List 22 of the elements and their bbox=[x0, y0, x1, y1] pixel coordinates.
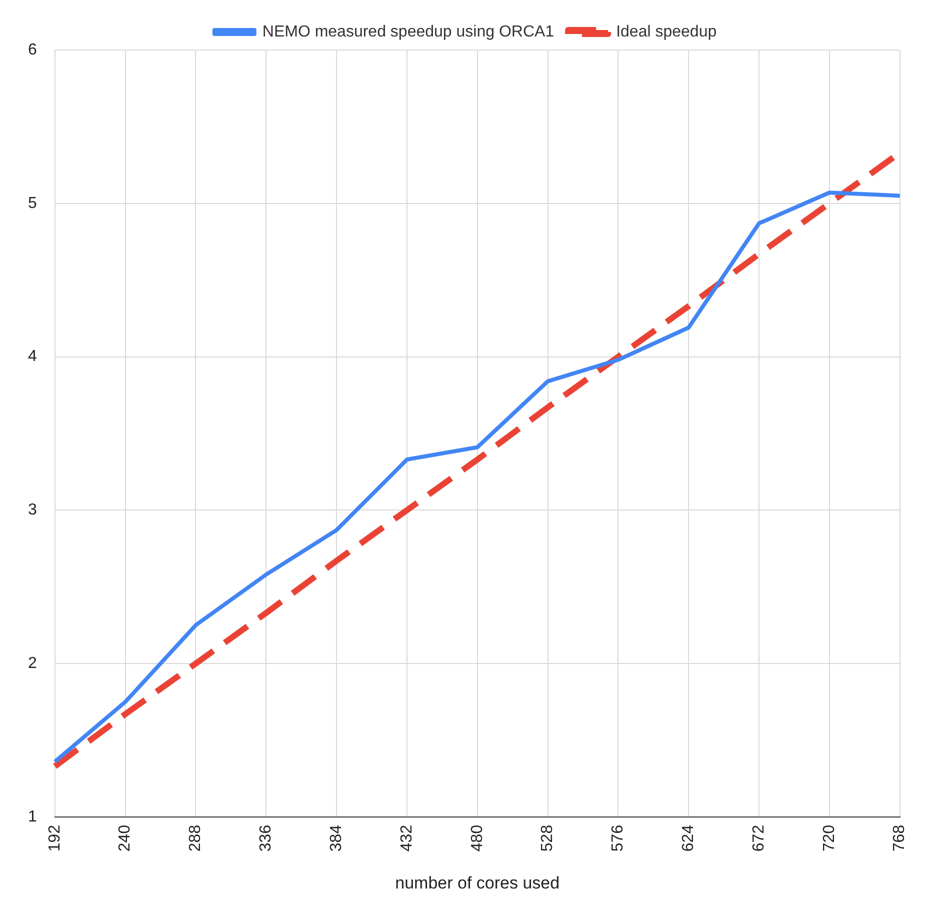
x-tick-label: 288 bbox=[187, 824, 204, 852]
y-tick-label: 5 bbox=[28, 194, 37, 212]
x-tick-label: 768 bbox=[891, 824, 908, 852]
y-tick-label: 3 bbox=[28, 502, 37, 519]
x-tick-label: 528 bbox=[539, 824, 556, 852]
x-tick-label: 336 bbox=[258, 824, 275, 852]
legend-label: NEMO measured speedup using ORCA1 bbox=[262, 23, 554, 40]
x-tick-label: 432 bbox=[398, 824, 416, 852]
x-tick-label: 192 bbox=[46, 824, 64, 852]
x-tick-label: 480 bbox=[468, 824, 486, 852]
legend-label: Ideal speedup bbox=[616, 23, 717, 40]
x-tick-label: 384 bbox=[328, 824, 345, 852]
x-tick-label: 720 bbox=[820, 824, 838, 852]
x-tick-label: 624 bbox=[680, 824, 697, 852]
x-tick-label: 672 bbox=[750, 824, 768, 852]
y-tick-label: 6 bbox=[28, 41, 37, 58]
x-axis-title: number of cores used bbox=[395, 873, 560, 892]
x-tick-label: 240 bbox=[116, 824, 134, 852]
y-tick-label: 1 bbox=[28, 808, 37, 826]
y-tick-label: 4 bbox=[28, 348, 37, 366]
y-tick-label: 2 bbox=[28, 654, 37, 672]
x-tick-label: 576 bbox=[610, 824, 627, 852]
